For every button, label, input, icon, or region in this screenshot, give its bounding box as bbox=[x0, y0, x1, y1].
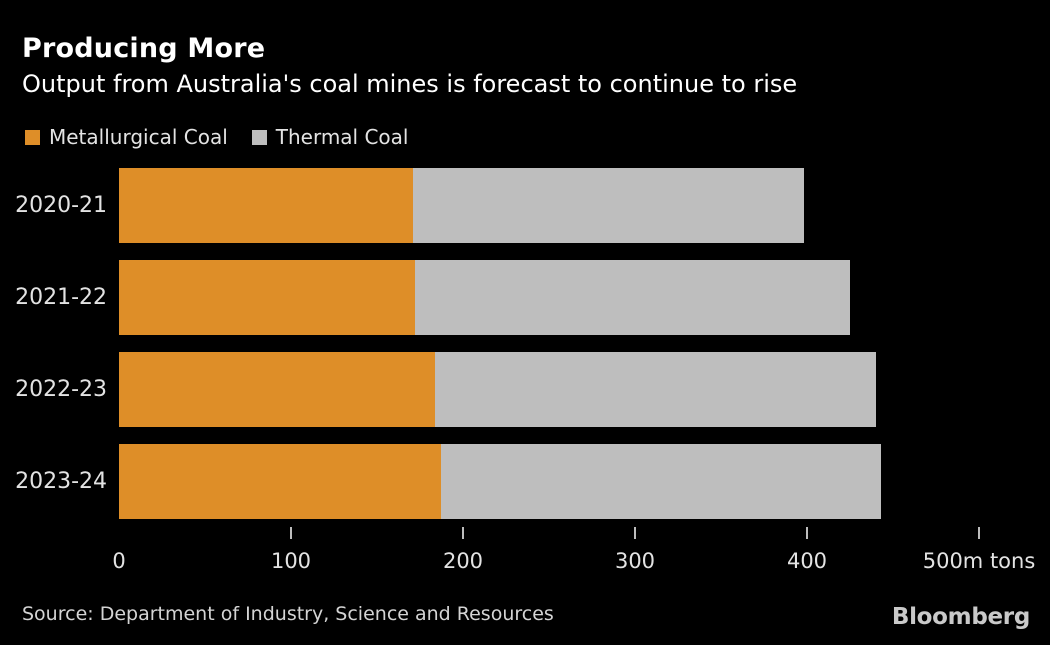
bar-segment-thermal-coal bbox=[440, 444, 881, 519]
chart-row: 2023-24 bbox=[0, 444, 1050, 519]
axis-tick-label: 400 bbox=[786, 549, 828, 573]
legend-label: Thermal Coal bbox=[275, 125, 409, 149]
bloomberg-logo: Bloomberg bbox=[891, 604, 1030, 630]
legend: Metallurgical Coal Thermal Coal bbox=[25, 125, 408, 149]
axis-tick-label: 200 bbox=[442, 549, 484, 573]
bar-segment-thermal-coal bbox=[414, 260, 850, 335]
bar-stack bbox=[119, 444, 979, 519]
category-label: 2020-21 bbox=[15, 193, 107, 218]
axis-tick-label: 100 bbox=[270, 549, 312, 573]
legend-swatch-icon bbox=[25, 129, 40, 145]
chart-row: 2022-23 bbox=[0, 352, 1050, 427]
chart-row: 2021-22 bbox=[0, 260, 1050, 335]
category-label: 2022-23 bbox=[15, 377, 107, 402]
bar-segment-metallurgical-coal bbox=[119, 260, 415, 335]
axis-tick bbox=[290, 527, 292, 539]
axis-tick-label: 500m tons bbox=[922, 549, 1036, 573]
bar-stack bbox=[119, 352, 979, 427]
chart-rows: 2020-21 2021-22 2022-23 2023-24 bbox=[0, 168, 1050, 519]
source-note: Source: Department of Industry, Science … bbox=[22, 603, 554, 625]
legend-item-metallurgical-coal: Metallurgical Coal bbox=[25, 125, 228, 149]
legend-item-thermal-coal: Thermal Coal bbox=[251, 125, 409, 149]
bar-segment-thermal-coal bbox=[435, 352, 876, 427]
bar-segment-metallurgical-coal bbox=[119, 168, 414, 243]
axis-tick bbox=[634, 527, 636, 539]
chart-row: 2020-21 bbox=[0, 168, 1050, 243]
legend-swatch-icon bbox=[251, 129, 267, 145]
bar-segment-thermal-coal bbox=[413, 168, 804, 243]
bar-stack bbox=[119, 168, 979, 243]
category-label: 2021-22 bbox=[15, 285, 107, 310]
axis-tick-label: 300 bbox=[614, 549, 656, 573]
chart-title: Producing More bbox=[22, 33, 266, 64]
axis-tick bbox=[978, 527, 980, 539]
chart-subtitle: Output from Australia's coal mines is fo… bbox=[22, 70, 798, 98]
legend-label: Metallurgical Coal bbox=[49, 125, 228, 149]
axis-tick bbox=[462, 527, 464, 539]
bar-stack bbox=[119, 260, 979, 335]
bar-segment-metallurgical-coal bbox=[119, 444, 441, 519]
axis-tick bbox=[806, 527, 808, 539]
x-axis: 0 100 200 300 400 500m tons bbox=[112, 527, 1035, 587]
axis-tick-label: 0 bbox=[112, 549, 126, 573]
bar-segment-metallurgical-coal bbox=[119, 352, 436, 427]
category-label: 2023-24 bbox=[15, 469, 107, 494]
